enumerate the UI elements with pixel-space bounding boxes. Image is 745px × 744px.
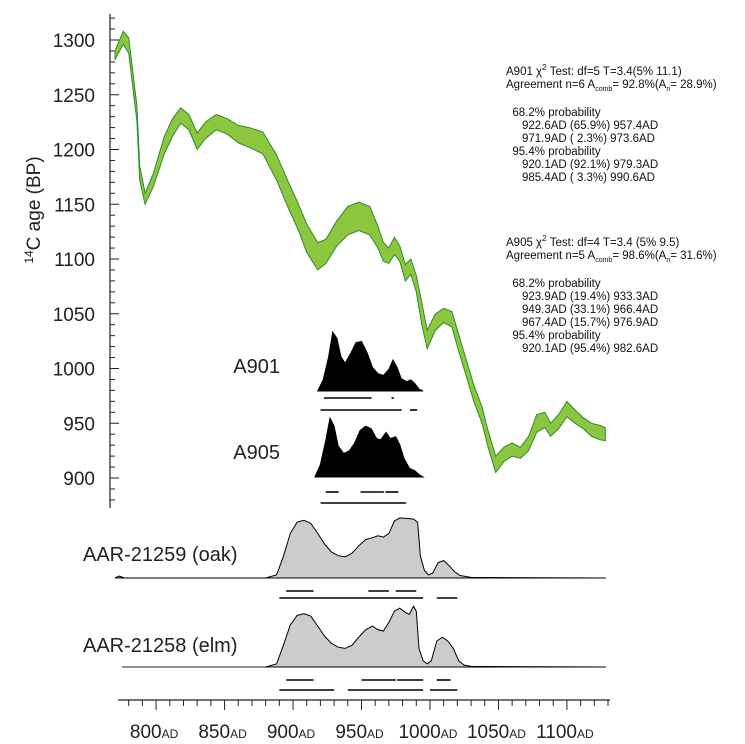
x-axis: 800AD 850AD 900AD 950AD 1000AD 1050AD 1100AD (118, 699, 610, 743)
distribution-2: AAR-21259 (oak) (83, 517, 606, 599)
distribution-area (316, 330, 424, 392)
info-line: A901 χ2 Test: df=5 T=3.4(5% 11.1) (506, 63, 682, 78)
y-axis-title: 14C age (BP) (22, 156, 45, 263)
info-line: Agreement n=5 Acomb= 98.6%(An= 31.6%) (506, 250, 717, 264)
info-line: 920.1AD (92.1%) 979.3AD (506, 159, 658, 171)
y-ticks: 900 950 1000 1050 1100 1150 1200 1250 1300 (53, 17, 119, 501)
info-line: 985.4AD ( 3.3%) 990.6AD (506, 172, 655, 184)
x-tick-label: 1000AD (398, 722, 457, 743)
x-tick-label: 800AD (130, 722, 179, 743)
y-tick-label: 1200 (53, 141, 95, 162)
y-axis-title-sup: 14 (22, 250, 36, 264)
distribution-area (265, 605, 606, 668)
calibration-curve (114, 30, 606, 474)
x-tick-label: 1100AD (536, 722, 594, 743)
info-line: 949.3AD (33.1%) 966.4AD (506, 304, 658, 316)
y-tick-label: 900 (63, 469, 95, 490)
y-tick-label: 950 (63, 414, 95, 435)
y-tick-label: 1250 (53, 86, 95, 107)
y-tick-label: 1150 (54, 195, 95, 216)
x-tick-label: 950AD (335, 722, 384, 743)
probability-distributions: A901 A905 AAR-21259 (oak) AAR-21258 (elm) (83, 330, 606, 691)
info-line: 923.9AD (19.4%) 933.3AD (506, 291, 658, 303)
distribution-label: AAR-21259 (oak) (83, 544, 238, 566)
info-line: 920.1AD (95.4%) 982.6AD (506, 343, 658, 355)
distribution-1: A905 (233, 416, 425, 504)
y-tick-label: 1000 (53, 360, 95, 381)
distribution-area (314, 416, 425, 478)
info-line: 922.6AD (65.9%) 957.4AD (506, 120, 658, 132)
info-line: Agreement n=6 Acomb= 92.8%(An= 28.9%) (506, 79, 717, 93)
y-tick-label: 1050 (53, 305, 95, 326)
x-tick-label: 1050AD (467, 722, 526, 743)
info-line: 971.9AD ( 2.3%) 973.6AD (506, 133, 655, 145)
distribution-0: A901 (233, 330, 424, 411)
distribution-area (114, 517, 606, 579)
x-tick-label: 900AD (267, 722, 316, 743)
y-tick-label: 1100 (54, 250, 95, 271)
distribution-label: AAR-21258 (elm) (83, 635, 238, 657)
info-line: 967.4AD (15.7%) 976.9AD (506, 317, 658, 329)
x-tick-label: 850AD (198, 722, 247, 743)
distribution-label: A905 (233, 442, 280, 464)
info-line: 95.4% probability (506, 330, 601, 342)
x-ticks: 800AD 850AD 900AD 950AD 1000AD 1050AD 1100AD (128, 700, 609, 743)
distribution-3: AAR-21258 (elm) (83, 605, 606, 691)
y-axis-title-text: C age (BP) (24, 156, 45, 250)
y-axis: 900 950 1000 1050 1100 1150 1200 1250 1300 14C a… (22, 14, 119, 508)
info-line: 68.2% probability (506, 278, 601, 290)
agreement-info: A901 χ2 Test: df=5 T=3.4(5% 11.1)Agreeme… (506, 63, 717, 355)
distribution-label: A901 (233, 356, 280, 378)
info-line: 95.4% probability (506, 146, 601, 158)
info-line: 68.2% probability (506, 107, 601, 119)
calibration-band (114, 30, 606, 474)
y-tick-label: 1300 (53, 31, 95, 52)
info-line: A905 χ2 Test: df=4 T=3.4 (5% 9.5) (506, 234, 679, 249)
